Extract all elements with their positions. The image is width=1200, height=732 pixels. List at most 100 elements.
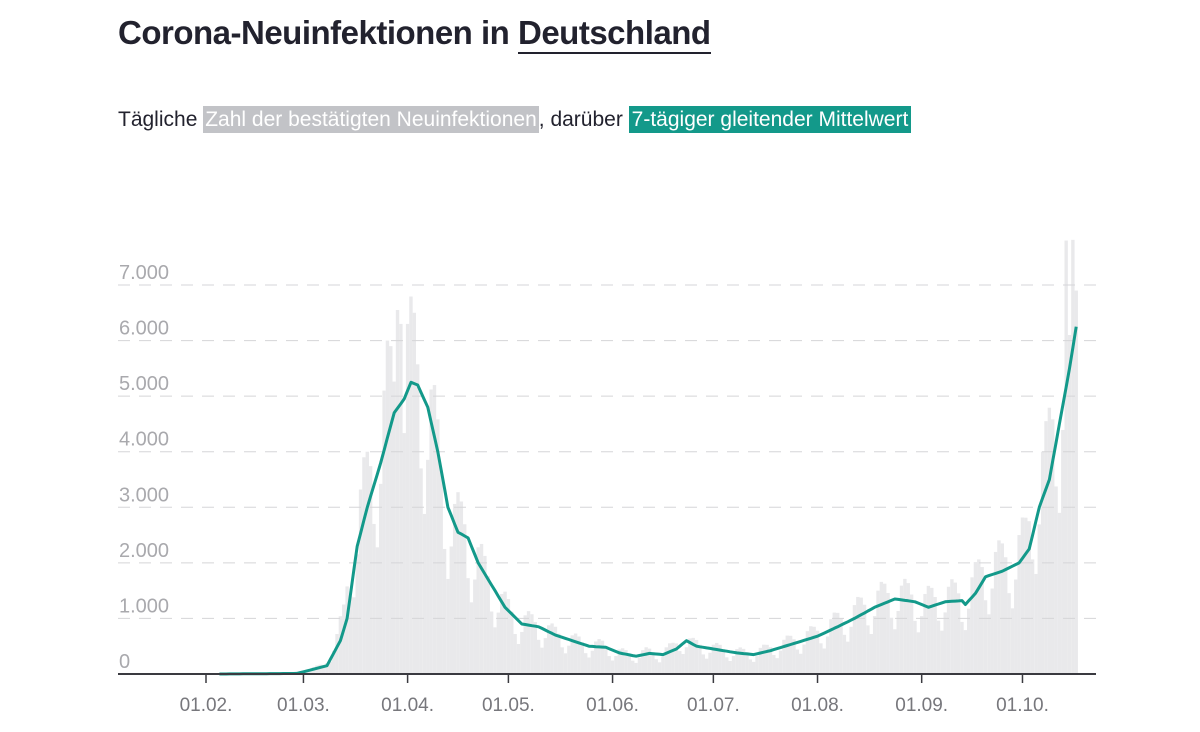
- daily-case-bar: [530, 614, 534, 674]
- daily-case-bar: [426, 459, 430, 674]
- daily-case-bar: [802, 644, 806, 674]
- daily-case-bar: [933, 596, 937, 674]
- daily-case-bar: [479, 543, 484, 674]
- daily-case-bar: [748, 659, 753, 674]
- daily-case-bar: [446, 578, 450, 674]
- daily-case-bar: [567, 645, 571, 674]
- x-tick-label: 01.05.: [482, 695, 535, 716]
- daily-case-bar: [725, 657, 729, 674]
- daily-case-bar: [909, 594, 914, 674]
- daily-case-bar: [671, 642, 675, 674]
- daily-case-bar: [452, 503, 457, 674]
- daily-case-bar: [768, 647, 773, 674]
- moving-average-line: [219, 326, 1078, 676]
- daily-case-bar: [876, 590, 880, 674]
- daily-case-bar: [721, 648, 726, 674]
- daily-case-bar: [510, 611, 514, 674]
- daily-case-bar: [681, 653, 685, 674]
- daily-case-bar: [835, 612, 840, 674]
- daily-case-bar: [368, 466, 373, 674]
- daily-case-bar: [382, 390, 386, 674]
- daily-case-bar: [899, 585, 904, 674]
- daily-case-bar: [547, 625, 551, 674]
- daily-case-bar: [614, 656, 618, 674]
- daily-case-bar: [634, 662, 638, 674]
- daily-case-bar: [661, 656, 665, 674]
- title-link-deutschland[interactable]: Deutschland: [518, 14, 711, 54]
- daily-case-bar: [587, 657, 591, 674]
- x-tick-label: 01.04.: [381, 695, 434, 716]
- daily-case-bar: [563, 653, 568, 674]
- daily-case-bar: [469, 602, 474, 674]
- daily-case-bar: [620, 648, 625, 674]
- daily-case-bar: [805, 631, 810, 674]
- daily-case-bar: [449, 546, 453, 674]
- daily-case-bar: [342, 604, 346, 674]
- daily-case-bar: [516, 643, 521, 674]
- daily-case-bar: [1064, 240, 1068, 674]
- daily-case-bar: [815, 630, 820, 674]
- daily-case-bar: [772, 654, 776, 674]
- daily-case-bar: [321, 664, 326, 674]
- bars-group: [284, 239, 1078, 674]
- daily-case-bar: [926, 585, 931, 674]
- daily-case-bar: [352, 597, 356, 674]
- daily-case-bar: [832, 612, 837, 674]
- daily-case-bar: [919, 616, 924, 674]
- daily-case-bar: [540, 647, 544, 674]
- daily-case-bar: [1020, 517, 1025, 674]
- daily-case-bar: [795, 649, 800, 674]
- daily-case-bar: [872, 616, 877, 674]
- daily-case-bar: [691, 637, 695, 674]
- x-tick-label: 01.10.: [996, 695, 1049, 716]
- x-tick-label: 01.02.: [180, 695, 233, 716]
- daily-case-bar: [590, 650, 595, 674]
- daily-case-bar: [1034, 573, 1038, 674]
- daily-case-bar: [631, 660, 635, 674]
- daily-case-bar: [735, 649, 739, 674]
- daily-case-bar: [963, 630, 968, 674]
- daily-case-bar: [694, 639, 699, 674]
- daily-case-bar: [654, 659, 658, 674]
- subtitle-text: Tägliche: [118, 108, 204, 131]
- daily-case-bar: [328, 661, 333, 674]
- daily-case-bar: [476, 547, 480, 674]
- daily-case-bar: [990, 588, 994, 674]
- daily-case-bar: [486, 576, 490, 674]
- daily-case-bar: [533, 622, 537, 674]
- daily-case-bar: [1044, 421, 1048, 674]
- daily-case-bar: [496, 612, 501, 674]
- daily-case-bar: [523, 615, 527, 674]
- daily-case-bar: [708, 652, 712, 674]
- daily-case-bar: [463, 524, 467, 674]
- daily-case-bar: [651, 651, 655, 674]
- daily-case-bar: [610, 660, 615, 674]
- daily-case-bar: [570, 635, 574, 674]
- daily-case-bar: [846, 641, 850, 674]
- daily-case-bar: [1007, 593, 1011, 674]
- daily-case-bar: [869, 633, 873, 674]
- daily-case-bar: [856, 596, 860, 674]
- daily-case-bar: [395, 310, 400, 674]
- x-tick-label: 01.06.: [586, 695, 639, 716]
- daily-case-bar: [600, 640, 605, 674]
- daily-case-bar: [499, 593, 504, 674]
- daily-case-bar: [348, 596, 353, 674]
- daily-case-bar: [1061, 429, 1065, 674]
- daily-case-bar: [731, 656, 736, 674]
- daily-case-bar: [358, 489, 363, 674]
- daily-case-bar: [405, 323, 410, 674]
- daily-case-bar: [698, 644, 702, 674]
- daily-case-bar: [916, 632, 921, 674]
- daily-case-bar: [375, 547, 380, 674]
- daily-case-bar: [936, 620, 941, 674]
- daily-case-bar: [879, 581, 884, 674]
- daily-case-bar: [526, 611, 531, 674]
- daily-case-bar: [573, 633, 578, 674]
- daily-case-bar: [1030, 559, 1035, 674]
- daily-case-bar: [684, 647, 689, 674]
- daily-case-bar: [980, 567, 984, 674]
- daily-case-bar: [489, 611, 494, 674]
- subtitle-text-2: , darüber: [538, 108, 629, 131]
- x-tick-label: 01.09.: [895, 695, 948, 716]
